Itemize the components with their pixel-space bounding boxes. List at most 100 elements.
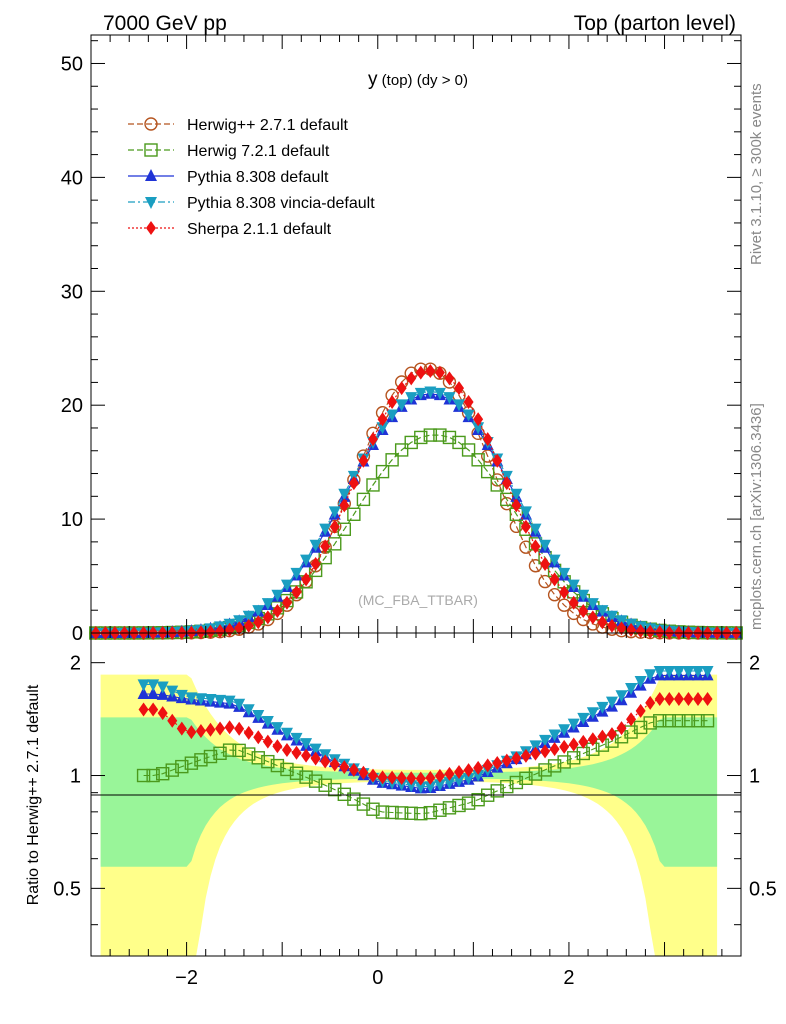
ratio-point-sherpa-2-1-1-default xyxy=(492,755,503,770)
ratio-point-pythia-8-308-vincia-default xyxy=(405,780,418,793)
ratio-point-pythia-8-308-vincia-default xyxy=(586,707,599,720)
point-pythia-8-308-vincia-default xyxy=(290,567,303,580)
point-sherpa-2-1-1-default xyxy=(329,519,340,534)
ratio-point-herwig-7-2-1-default xyxy=(691,714,705,728)
ratio-point-pythia-8-308-vincia-default xyxy=(663,666,676,679)
ratio-ytick-label: 2 xyxy=(70,653,81,675)
ratio-point-sherpa-2-1-1-default xyxy=(186,725,197,740)
legend-marker xyxy=(145,197,157,209)
point-herwig-7-2-1-default xyxy=(414,430,428,445)
ratio-point-pythia-8-308-vincia-default xyxy=(596,701,609,714)
ratio-point-pythia-8-308-vincia-default xyxy=(462,773,475,786)
ratio-point-pythia-8-308-default xyxy=(147,686,160,699)
point-sherpa-2-1-1-default xyxy=(253,615,264,630)
point-pythia-8-308-vincia-default xyxy=(453,399,466,412)
ratio-point-pythia-8-308-vincia-default xyxy=(156,681,169,694)
ratio-point-pythia-8-308-vincia-default xyxy=(682,666,695,679)
ratio-series-sherpa-2-1-1-default xyxy=(138,692,713,786)
main-ytick-label: 50 xyxy=(61,53,83,75)
point-pythia-8-308-vincia-default xyxy=(539,539,552,552)
point-sherpa-2-1-1-default xyxy=(377,412,388,427)
ratio-point-pythia-8-308-vincia-default xyxy=(261,715,274,728)
ratio-point-pythia-8-308-vincia-default xyxy=(605,696,618,709)
ratio-ytick-label-right: 1 xyxy=(749,766,760,788)
ratio-point-herwig-7-2-1-default xyxy=(442,801,457,815)
ratio-point-herwig-7-2-1-default xyxy=(213,746,227,760)
ratio-point-sherpa-2-1-1-default xyxy=(262,734,273,749)
main-ytick-label: 30 xyxy=(61,281,83,303)
point-sherpa-2-1-1-default xyxy=(549,572,560,587)
point-sherpa-2-1-1-default xyxy=(454,381,465,396)
ratio-point-pythia-8-308-vincia-default xyxy=(300,738,313,751)
point-pythia-8-308-vincia-default xyxy=(252,605,265,618)
legend-entry-herwig-7-2-1-default: Herwig 7.2.1 default xyxy=(128,143,330,160)
point-pythia-8-308-vincia-default xyxy=(433,387,446,400)
point-sherpa-2-1-1-default xyxy=(310,557,321,572)
point-sherpa-2-1-1-default xyxy=(530,539,541,554)
point-herwig-7-2-1-default xyxy=(442,430,457,445)
ratio-xtick-label: 2 xyxy=(563,967,574,989)
ratio-point-herwig-7-2-1-default xyxy=(155,766,170,781)
ratio-point-pythia-8-308-vincia-default xyxy=(252,710,265,723)
ratio-point-pythia-8-308-default xyxy=(137,686,150,699)
ratio-ytick-label-right: 0.5 xyxy=(749,878,777,900)
point-sherpa-2-1-1-default xyxy=(540,557,551,572)
ratio-point-herwig-7-2-1-default xyxy=(662,714,677,728)
ratio-ytick-label: 1 xyxy=(70,766,81,788)
ratio-point-sherpa-2-1-1-default xyxy=(243,725,254,740)
legend-marker xyxy=(146,221,156,235)
point-pythia-8-308-vincia-default xyxy=(424,386,437,399)
ratio-point-sherpa-2-1-1-default xyxy=(540,744,551,759)
point-sherpa-2-1-1-default xyxy=(406,371,417,386)
point-pythia-8-308-vincia-default xyxy=(242,610,255,623)
legend-label: Herwig++ 2.7.1 default xyxy=(187,117,349,134)
ratio-point-sherpa-2-1-1-default xyxy=(301,748,312,763)
point-sherpa-2-1-1-default xyxy=(520,519,531,534)
point-pythia-8-308-vincia-default xyxy=(395,399,408,412)
ratio-point-sherpa-2-1-1-default xyxy=(138,702,149,717)
ratio-point-pythia-8-308-vincia-default xyxy=(166,685,179,698)
point-herwig-7-2-1-default xyxy=(385,453,399,467)
point-pythia-8-308-vincia-default xyxy=(472,422,485,435)
main-ytick-label: 20 xyxy=(61,395,83,417)
ratio-point-sherpa-2-1-1-default xyxy=(195,723,206,738)
ratio-point-pythia-8-308-vincia-default xyxy=(472,769,485,782)
legend-label: Pythia 8.308 vincia-default xyxy=(187,195,375,212)
point-pythia-8-308-vincia-default xyxy=(529,523,542,536)
main-title-main: y xyxy=(368,69,378,90)
ratio-point-sherpa-2-1-1-default xyxy=(702,692,713,707)
ratio-point-herwig-7-2-1-default xyxy=(242,747,256,761)
ratio-point-pythia-8-308-vincia-default xyxy=(175,689,188,702)
point-sherpa-2-1-1-default xyxy=(281,595,292,610)
ratio-point-pythia-8-308-vincia-default xyxy=(309,743,322,756)
ratio-point-herwig-7-2-1-default xyxy=(251,751,265,765)
ratio-point-pythia-8-308-vincia-default xyxy=(634,675,647,688)
ratio-point-pythia-8-308-vincia-default xyxy=(424,781,437,794)
point-herwig-7-2-1-default xyxy=(328,537,342,551)
ratio-band-inner xyxy=(100,717,718,867)
ratio-point-pythia-8-308-vincia-default xyxy=(453,775,466,788)
ratio-point-pythia-8-308-vincia-default xyxy=(644,669,657,682)
point-pythia-8-308-vincia-default xyxy=(414,387,427,400)
ratio-panel: 0.5 0.5 1 1 2 2 −2 0 2 Ratio to Herwig++ 2.7.1 d… xyxy=(25,632,777,989)
ratio-point-sherpa-2-1-1-default xyxy=(559,739,570,754)
header-left: 7000 GeV pp xyxy=(103,12,227,35)
ratio-point-herwig-7-2-1-default xyxy=(232,743,246,758)
point-sherpa-2-1-1-default xyxy=(482,432,493,447)
point-sherpa-2-1-1-default xyxy=(387,394,398,409)
ratio-point-sherpa-2-1-1-default xyxy=(654,692,665,707)
ratio-point-sherpa-2-1-1-default xyxy=(176,721,187,736)
point-herwig-7-2-1-default xyxy=(337,522,352,536)
header-right: Top (parton level) xyxy=(574,12,736,35)
point-herwig-2-7-1-default xyxy=(547,588,562,602)
ratio-point-sherpa-2-1-1-default xyxy=(157,706,168,721)
ratio-point-pythia-8-308-vincia-default xyxy=(625,682,638,695)
ratio-point-sherpa-2-1-1-default xyxy=(224,720,235,735)
point-herwig-7-2-1-default xyxy=(452,435,466,450)
point-sherpa-2-1-1-default xyxy=(262,610,273,625)
ratio-point-herwig-7-2-1-default xyxy=(347,792,361,806)
ratio-point-herwig-7-2-1-default xyxy=(356,797,371,811)
point-pythia-8-308-vincia-default xyxy=(405,392,418,405)
ratio-point-sherpa-2-1-1-default xyxy=(281,742,292,757)
